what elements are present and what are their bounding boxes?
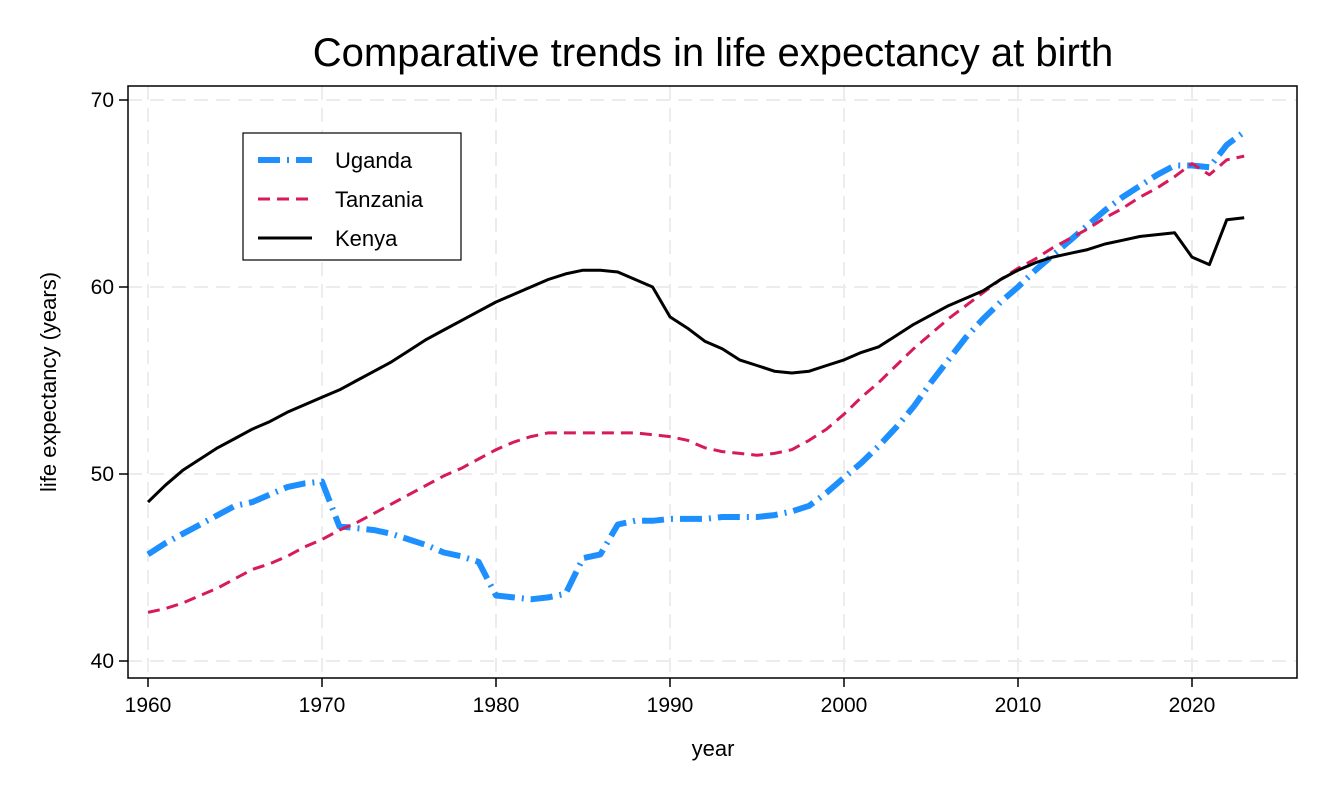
y-axis-label: life expectancy (years) [36, 272, 61, 492]
x-tick-label: 2000 [821, 694, 868, 717]
x-tick-label: 1960 [125, 694, 172, 717]
x-tick-label: 2020 [1169, 694, 1216, 717]
series-line-tanzania [147, 154, 1245, 614]
legend-label: Uganda [335, 148, 413, 173]
x-tick-label: 2010 [995, 694, 1042, 717]
series-line-uganda [146, 129, 1247, 603]
x-tick-label: 1980 [473, 694, 520, 717]
y-tick-label: 60 [91, 276, 114, 299]
series-line-kenya [146, 216, 1245, 504]
x-axis-label: year [692, 736, 735, 761]
legend-label: Kenya [335, 226, 398, 251]
y-axis: 40 50 60 70 [91, 89, 128, 673]
plot-frame [127, 85, 1298, 679]
x-tick-label: 1970 [299, 694, 346, 717]
series-lines [146, 129, 1247, 614]
chart-title: Comparative trends in life expectancy at… [313, 31, 1113, 75]
legend-label: Tanzania [335, 187, 424, 212]
legend: Uganda Tanzania Kenya [242, 132, 462, 261]
y-tick-label: 70 [91, 89, 114, 112]
x-tick-label: 1990 [647, 694, 694, 717]
y-tick-label: 50 [91, 463, 114, 486]
y-tick-label: 40 [91, 650, 114, 673]
x-axis: 1960 1970 1980 1990 2000 2010 2020 [125, 678, 1216, 717]
